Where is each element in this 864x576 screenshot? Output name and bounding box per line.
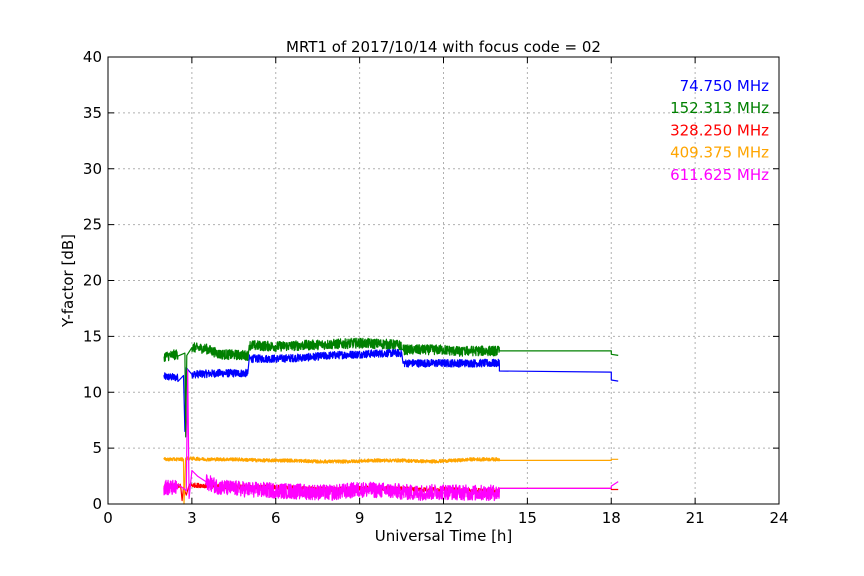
y-tick-label: 25 bbox=[83, 216, 102, 234]
x-tick-label: 9 bbox=[355, 509, 365, 527]
y-tick-label: 15 bbox=[83, 327, 102, 345]
legend-entry: 74.750 MHz bbox=[680, 77, 769, 95]
legend-entry: 328.250 MHz bbox=[670, 121, 769, 139]
series-line bbox=[163, 337, 619, 438]
tick-layer: 0 3 6 9 12 15 18 21 24 0 5 10 15 20 25 30 35 40 bbox=[83, 48, 789, 527]
x-tick-label: 24 bbox=[769, 509, 788, 527]
y-tick-label: 10 bbox=[83, 383, 102, 401]
grid-layer bbox=[108, 57, 779, 504]
series-line bbox=[163, 369, 619, 502]
legend-entry: 409.375 MHz bbox=[670, 144, 769, 162]
y-tick-label: 40 bbox=[83, 48, 102, 66]
series-line bbox=[163, 348, 619, 432]
series-layer bbox=[163, 337, 619, 505]
x-tick-label: 6 bbox=[271, 509, 281, 527]
y-axis-label: Y-factor [dB] bbox=[59, 234, 77, 328]
y-tick-label: 20 bbox=[83, 272, 102, 290]
x-tick-label: 21 bbox=[686, 509, 705, 527]
y-tick-label: 5 bbox=[92, 439, 102, 457]
y-tick-label: 0 bbox=[92, 495, 102, 513]
series-line bbox=[163, 456, 619, 505]
chart-title: MRT1 of 2017/10/14 with focus code = 02 bbox=[286, 38, 601, 56]
x-tick-label: 12 bbox=[434, 509, 453, 527]
y-tick-label: 30 bbox=[83, 160, 102, 178]
legend-entry: 152.313 MHz bbox=[670, 99, 769, 117]
x-tick-label: 3 bbox=[187, 509, 197, 527]
y-tick-label: 35 bbox=[83, 104, 102, 122]
x-tick-label: 0 bbox=[103, 509, 113, 527]
x-tick-label: 18 bbox=[602, 509, 621, 527]
x-axis-label: Universal Time [h] bbox=[375, 527, 513, 545]
x-tick-label: 15 bbox=[518, 509, 537, 527]
legend-entry: 611.625 MHz bbox=[670, 166, 769, 184]
legend: 74.750 MHz 152.313 MHz 328.250 MHz 409.375 … bbox=[670, 77, 769, 184]
